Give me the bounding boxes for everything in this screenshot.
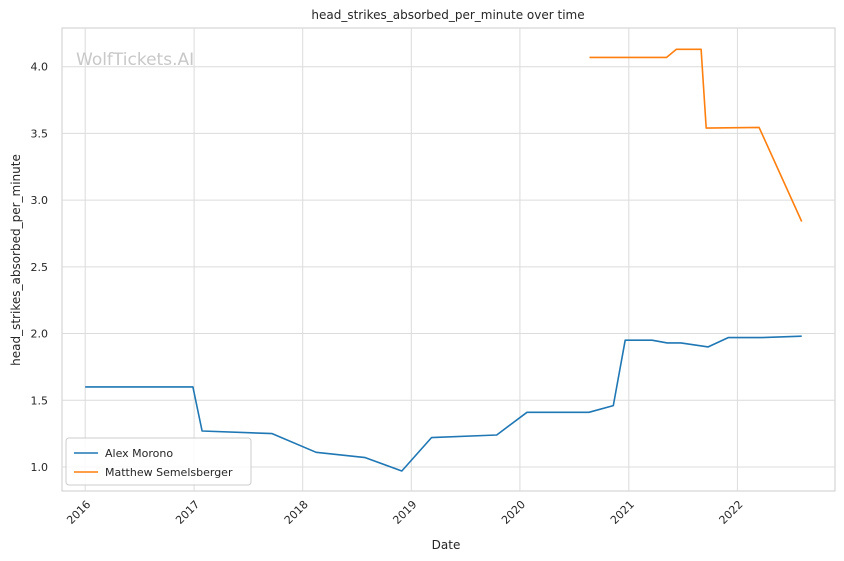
x-axis-ticks: 2016 2017 2018 2019 2020 2021 2022 bbox=[64, 498, 745, 527]
y-tick-label: 1.5 bbox=[31, 394, 49, 407]
x-tick-label: 2016 bbox=[64, 498, 93, 527]
x-axis-label: Date bbox=[432, 538, 461, 552]
x-tick-label: 2018 bbox=[282, 498, 311, 527]
x-tick-label: 2017 bbox=[173, 498, 202, 527]
grid-lines bbox=[62, 28, 835, 491]
y-tick-label: 2.0 bbox=[31, 328, 49, 341]
y-tick-label: 2.5 bbox=[31, 261, 49, 274]
y-tick-label: 3.5 bbox=[31, 127, 49, 140]
x-tick-label: 2022 bbox=[717, 498, 746, 527]
y-tick-label: 3.0 bbox=[31, 194, 49, 207]
plot-area bbox=[61, 27, 836, 492]
y-tick-label: 1.0 bbox=[31, 461, 49, 474]
legend-box bbox=[65, 437, 252, 486]
chart-title: head_strikes_absorbed_per_minute over ti… bbox=[311, 8, 584, 22]
legend-label-alex-morono: Alex Morono bbox=[105, 447, 173, 460]
x-tick-label: 2019 bbox=[390, 498, 419, 527]
series-lines bbox=[85, 48, 803, 472]
series-line-matthew-semelsberger bbox=[589, 48, 803, 222]
legend-label-matthew-semelsberger: Matthew Semelsberger bbox=[105, 466, 233, 479]
y-axis-label: head_strikes_absorbed_per_minute bbox=[9, 154, 23, 366]
y-axis-ticks: 1.0 1.5 2.0 2.5 3.0 3.5 4.0 bbox=[31, 61, 49, 474]
legend: Alex Morono Matthew Semelsberger bbox=[65, 437, 252, 486]
x-tick-label: 2021 bbox=[608, 498, 637, 527]
y-tick-label: 4.0 bbox=[31, 61, 49, 74]
series-line-alex-morono bbox=[85, 335, 802, 472]
watermark-text: WolfTickets.AI bbox=[76, 50, 194, 70]
x-tick-label: 2020 bbox=[499, 498, 528, 527]
